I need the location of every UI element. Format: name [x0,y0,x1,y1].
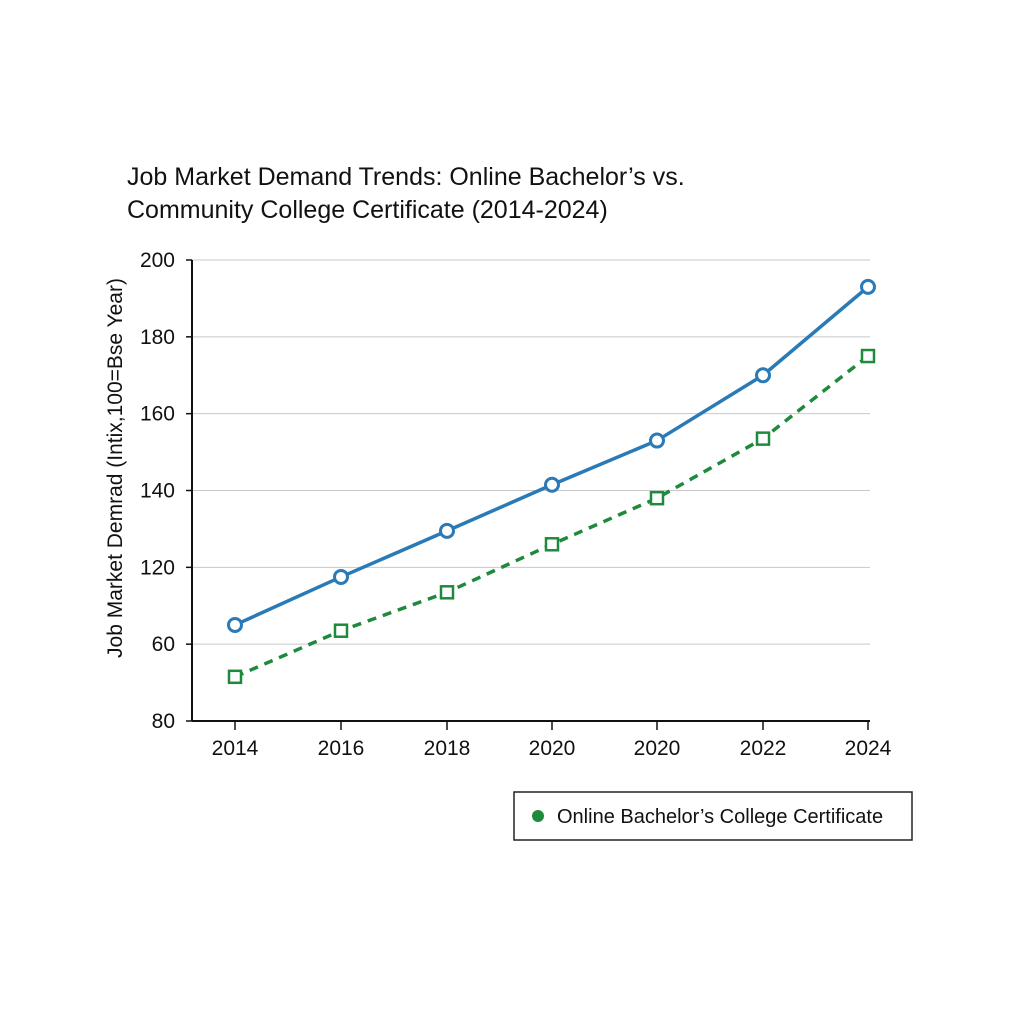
chart-title: Job Market Demand Trends: Online Bachelo… [127,163,685,224]
x-tick-label: 2024 [845,737,892,760]
x-tick-label: 2020 [634,737,681,760]
y-tick-label: 120 [140,556,175,579]
data-point [227,616,243,633]
data-point [333,623,349,638]
axes [191,260,870,722]
x-tick-label: 2014 [212,737,259,760]
y-tick-label: 180 [140,326,175,349]
x-tick-label: 2020 [529,737,576,760]
y-axis-ticks: 80 60 120 140 160 180 200 [140,249,192,733]
series-1 [227,278,876,633]
x-axis-ticks: 2014 2016 2018 2020 2020 2022 2024 [212,721,892,760]
y-tick-label: 80 [152,710,175,733]
x-tick-label: 2018 [424,737,471,760]
legend: Online Bachelor’s College Certificate [513,791,913,841]
data-point [649,432,665,449]
data-point [755,431,771,446]
data-point [333,568,349,585]
y-tick-label: 140 [140,480,175,503]
series-line [234,285,870,627]
x-tick-label: 2022 [740,737,787,760]
data-point [755,367,771,384]
data-point [439,522,455,539]
data-point [544,476,560,493]
y-tick-label: 200 [140,249,175,272]
gridlines [192,259,870,645]
y-tick-label: 60 [152,633,175,656]
legend-label: Online Bachelor’s College Certificate [557,806,883,828]
chart-title-line-1: Job Market Demand Trends: Online Bachelo… [127,163,685,191]
legend-marker [532,810,544,822]
y-tick-label: 160 [140,403,175,426]
y-axis-title: Job Market Demrad (Intix,100=Bse Year) [104,278,127,658]
chart-title-line-2: Community College Certificate (2014-2024… [127,196,608,224]
data-point [860,278,876,295]
series-2 [227,348,876,685]
data-point [439,585,455,600]
series-line [234,354,870,679]
data-point [227,669,243,685]
x-tick-label: 2016 [318,737,365,760]
legend-box [513,791,913,841]
series-layer [227,278,876,685]
data-point [860,348,876,364]
data-point [649,490,665,506]
data-point [544,537,560,552]
